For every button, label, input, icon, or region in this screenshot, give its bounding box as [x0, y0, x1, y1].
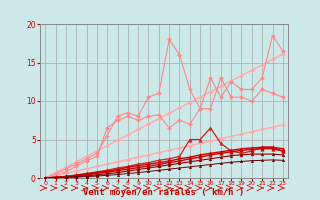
X-axis label: Vent moyen/en rafales ( km/h ): Vent moyen/en rafales ( km/h ) [84, 188, 244, 197]
